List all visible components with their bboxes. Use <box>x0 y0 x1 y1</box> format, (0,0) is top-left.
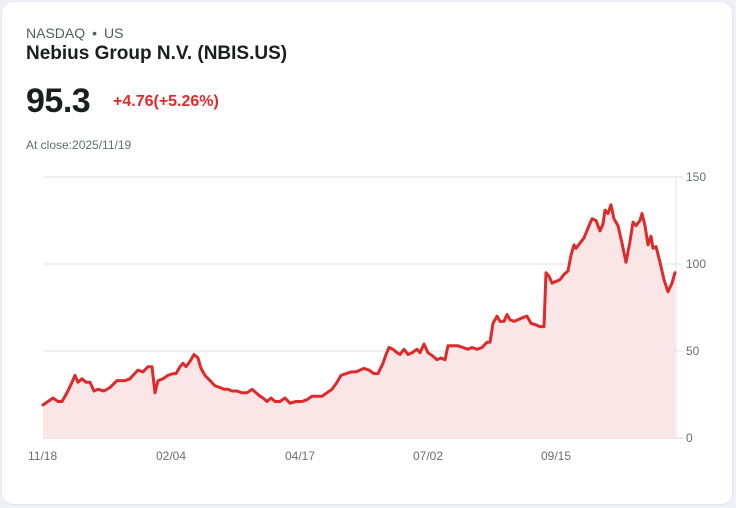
x-tick-label: 11/18 <box>28 449 57 463</box>
x-axis-labels: 11/18 02/04 04/17 07/02 09/15 <box>28 449 571 463</box>
exchange-name: NASDAQ <box>26 25 86 41</box>
current-price: 95.3 <box>26 82 91 120</box>
y-tick-label: 100 <box>686 257 706 271</box>
region: US <box>104 25 124 41</box>
y-axis-labels: 0 50 100 150 <box>686 170 706 445</box>
price-change: +4.76(+5.26%) <box>113 93 219 110</box>
price-area-fill <box>43 204 675 438</box>
y-tick-label: 50 <box>686 344 700 358</box>
price-line <box>41 203 677 407</box>
y-tick-label: 150 <box>686 170 706 184</box>
separator-dot: • <box>92 25 98 41</box>
x-tick-label: 07/02 <box>413 449 443 463</box>
stock-title: Nebius Group N.V. (NBIS.US) <box>26 43 288 64</box>
x-tick-label: 04/17 <box>285 449 315 463</box>
exchange-line: NASDAQ • US <box>26 25 123 41</box>
x-tick-label: 02/04 <box>156 449 186 463</box>
y-tick-label: 0 <box>686 431 693 445</box>
close-timestamp: At close:2025/11/19 <box>26 138 132 152</box>
x-tick-label: 09/15 <box>541 449 571 463</box>
